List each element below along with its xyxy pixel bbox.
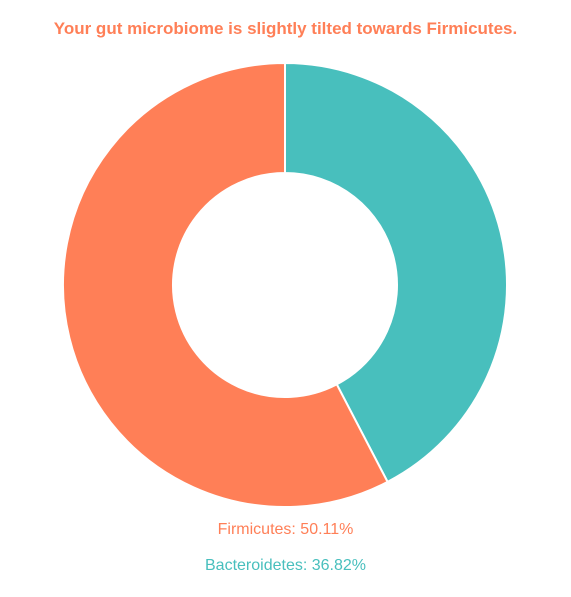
legend-bacteroidetes: Bacteroidetes: 36.82% [205,557,366,574]
legend-firmicutes: Firmicutes: 50.11% [217,521,354,538]
slice-bacteroidetes [284,61,508,484]
slice-firmicutes [62,61,389,508]
chart-title: Your gut microbiome is slightly tilted t… [53,19,518,38]
